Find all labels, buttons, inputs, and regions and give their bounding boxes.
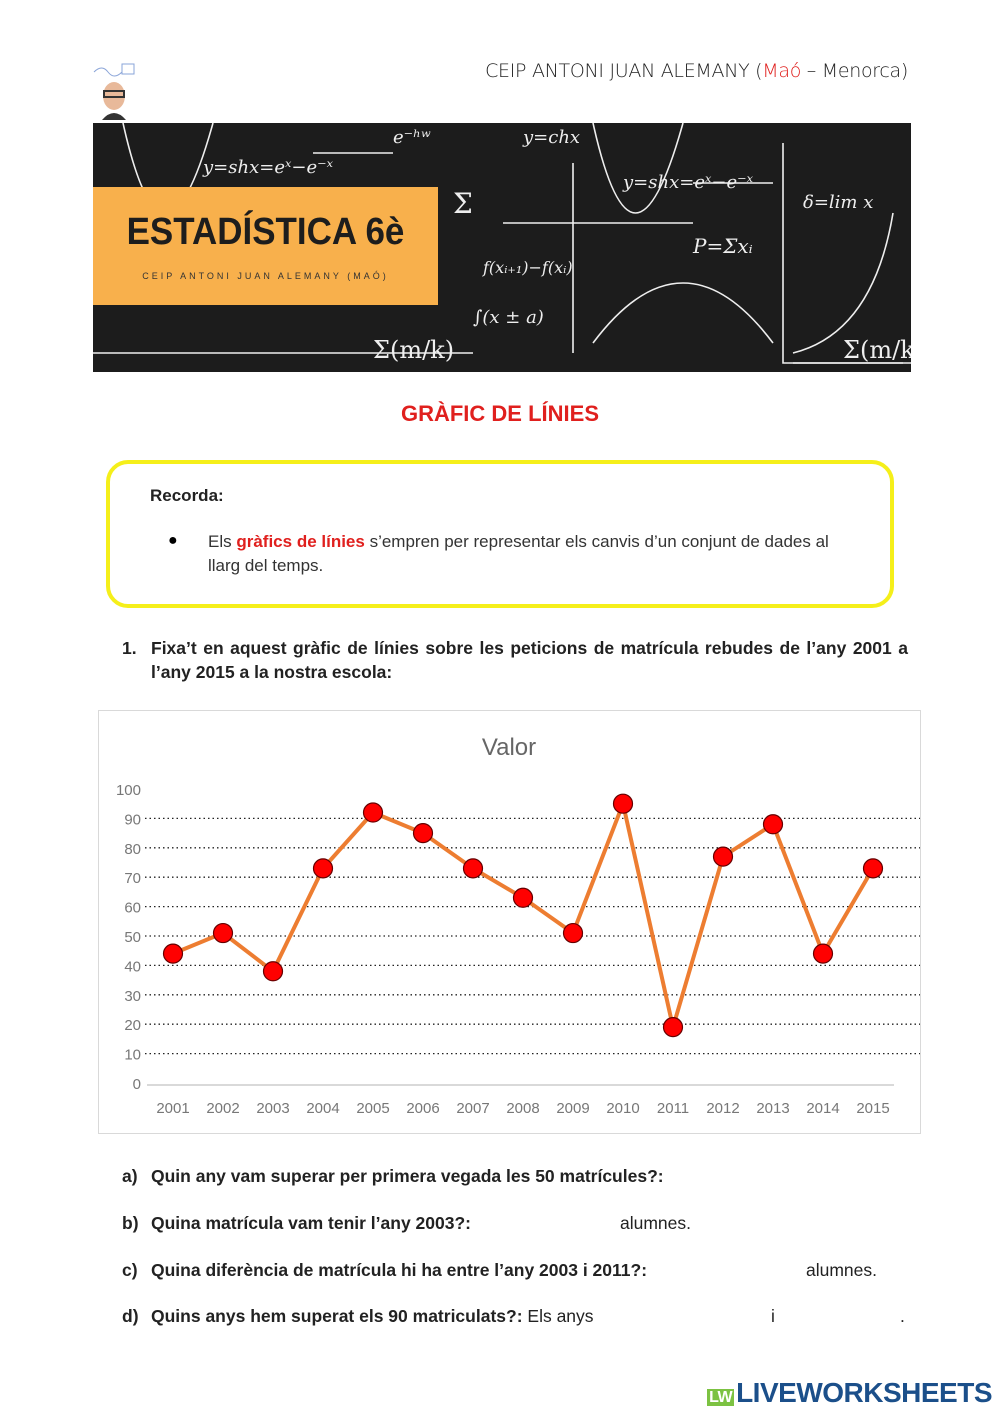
x-tick-label: 2008	[506, 1100, 539, 1117]
x-tick-label: 2007	[456, 1100, 489, 1117]
svg-text:Σ(m/k): Σ(m/k)	[373, 336, 454, 364]
data-point	[762, 814, 784, 835]
school-prefix: CEIP ANTONI JUAN ALEMANY (	[485, 60, 763, 82]
data-point	[462, 858, 484, 879]
data-point	[662, 1017, 684, 1038]
svg-text:y=shx=eˣ−e⁻ˣ: y=shx=eˣ−e⁻ˣ	[622, 172, 754, 193]
y-tick-label: 20	[124, 1017, 141, 1034]
x-tick-label: 2003	[256, 1100, 289, 1117]
chart-svg: Valor 0 10 20 30 40 50 60 70 80 90 100 2001 2002 2003…	[116, 734, 920, 1117]
x-tick-label: 2005	[356, 1100, 389, 1117]
banner-subtitle: CEIP ANTONI JUAN ALEMANY (MAÓ)	[142, 271, 389, 281]
school-name: CEIP ANTONI JUAN ALEMANY (Maó – Menorca)	[485, 60, 908, 82]
data-point	[712, 846, 734, 867]
x-tick-label: 2012	[706, 1100, 739, 1117]
svg-text:y=chx: y=chx	[522, 127, 580, 148]
y-tick-label: 40	[124, 958, 141, 975]
page-heading: GRÀFIC DE LÍNIES	[400, 401, 599, 426]
subquestion-letter: d)	[122, 1306, 139, 1326]
x-tick-label: 2004	[306, 1100, 339, 1117]
x-tick-label: 2014	[806, 1100, 839, 1117]
chart-title: Valor	[482, 734, 536, 761]
data-point	[862, 858, 884, 879]
question-number: 1.	[122, 638, 137, 658]
subquestion-text: Quins anys hem superat els 90 matriculat…	[151, 1306, 523, 1326]
svg-text:e⁻ʰʷ: e⁻ʰʷ	[393, 127, 431, 148]
data-point	[412, 822, 434, 844]
reminder-highlight: gràfics de línies	[236, 532, 365, 551]
chalkboard-banner: y=shx=eˣ−e⁻ˣ y=shx=eˣ−e⁻ˣ Σ f(xᵢ₊₁)−f(xᵢ…	[93, 123, 911, 372]
data-point	[212, 922, 234, 944]
y-tick-label: 0	[133, 1076, 141, 1093]
question-text: Fixa’t en aquest gràfic de línies sobre …	[151, 638, 908, 682]
data-point	[562, 922, 584, 944]
banner-title: ESTADÍSTICA 6è	[126, 211, 405, 253]
reminder-text-after: s’empren per representar els canvis d’un…	[208, 532, 829, 575]
reminder-text-before: Els	[208, 532, 237, 551]
subquestion-letter: b)	[122, 1213, 139, 1233]
lw-logo-icon: LW	[707, 1389, 735, 1406]
line-chart: Valor 0 10 20 30 40 50 60 70 80 90 100 2001 2002 2003…	[98, 710, 921, 1134]
banner-title-box: ESTADÍSTICA 6è CEIP ANTONI JUAN ALEMANY …	[93, 187, 438, 305]
x-tick-label: 2011	[657, 1100, 689, 1117]
subquestion-letter: a)	[122, 1166, 138, 1186]
x-tick-label: 2009	[556, 1100, 589, 1117]
data-point	[362, 802, 384, 823]
answer-d-conjunction: i	[771, 1306, 775, 1326]
teacher-avatar-logo	[92, 62, 142, 120]
logo-text: LIVEWORKSHEETS	[736, 1377, 992, 1408]
x-tick-label: 2013	[756, 1100, 789, 1117]
svg-text:∫(x ± a): ∫(x ± a)	[473, 307, 544, 328]
data-point	[162, 943, 184, 964]
liveworksheets-logo: LW LIVEWORKSHEETS	[707, 1377, 992, 1409]
subquestion-c: c) Quina diferència de matrícula hi ha en…	[122, 1260, 647, 1281]
answer-d-end: .	[900, 1306, 905, 1326]
y-tick-label: 50	[124, 929, 141, 946]
series-line	[172, 796, 875, 1036]
x-tick-label: 2002	[206, 1100, 239, 1117]
subquestion-b: b) Quina matrícula vam tenir l’any 2003?:	[122, 1213, 471, 1234]
y-tick-label: 30	[124, 988, 141, 1005]
data-point	[512, 887, 534, 908]
data-point	[612, 793, 634, 814]
subquestion-text: Quina matrícula vam tenir l’any 2003?:	[151, 1213, 471, 1233]
subquestion-a: a) Quin any vam superar per primera vegad…	[122, 1166, 664, 1187]
question-1: 1. Fixa’t en aquest gràfic de línies sob…	[122, 636, 908, 684]
x-tick-label: 2006	[406, 1100, 439, 1117]
svg-text:Σ: Σ	[453, 187, 473, 220]
school-suffix: – Menorca)	[801, 60, 909, 82]
answer-b-unit: alumnes.	[620, 1213, 692, 1233]
subquestion-d: d) Quins anys hem superat els 90 matricul…	[122, 1306, 594, 1327]
x-tick-label: 2001	[156, 1100, 189, 1117]
reminder-box: Recorda: ● Els gràfics de línies s’empre…	[106, 460, 894, 608]
reminder-label: Recorda:	[150, 486, 224, 505]
y-tick-label: 80	[124, 841, 141, 858]
x-tick-label: 2010	[606, 1100, 639, 1117]
reminder-text: Els gràfics de línies s’empren per repre…	[208, 530, 858, 578]
answer-c-unit: alumnes.	[806, 1260, 878, 1280]
answer-d-prefix: Els anys	[527, 1306, 594, 1326]
y-tick-label: 100	[116, 782, 141, 799]
data-point	[812, 943, 834, 964]
svg-text:δ=lim x: δ=lim x	[803, 192, 873, 213]
svg-text:P=Σxᵢ: P=Σxᵢ	[692, 234, 753, 258]
school-city: Maó	[762, 60, 802, 82]
y-tick-label: 70	[124, 870, 141, 887]
subquestion-letter: c)	[122, 1260, 138, 1280]
svg-text:y=shx=eˣ−e⁻ˣ: y=shx=eˣ−e⁻ˣ	[202, 157, 334, 178]
data-point	[312, 858, 334, 879]
x-tick-label: 2015	[856, 1100, 889, 1117]
bullet-icon: ●	[168, 532, 178, 549]
y-tick-label: 90	[124, 811, 141, 828]
svg-text:Σ(m/k): Σ(m/k)	[843, 336, 911, 364]
subquestion-text: Quina diferència de matrícula hi ha entr…	[151, 1260, 648, 1280]
svg-text:f(xᵢ₊₁)−f(xᵢ): f(xᵢ₊₁)−f(xᵢ)	[482, 258, 573, 277]
subquestion-text: Quin any vam superar per primera vegada …	[151, 1166, 664, 1186]
y-tick-label: 60	[124, 900, 141, 917]
y-tick-label: 10	[124, 1047, 141, 1064]
data-point	[262, 961, 284, 982]
